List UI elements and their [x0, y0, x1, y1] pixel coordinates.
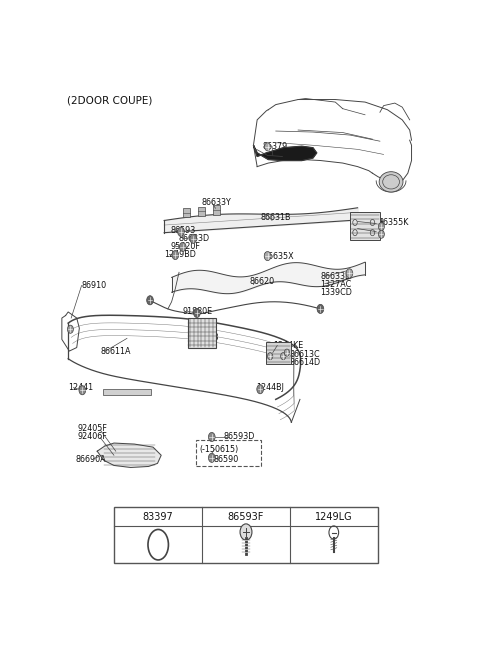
Circle shape	[281, 352, 286, 360]
Bar	[114, 507, 378, 563]
Text: 91880E: 91880E	[183, 307, 213, 316]
Bar	[196, 440, 261, 467]
Text: (-150615): (-150615)	[200, 445, 239, 453]
Text: 86593F: 86593F	[228, 512, 264, 522]
Circle shape	[180, 242, 186, 251]
Text: 95420F: 95420F	[171, 242, 201, 251]
Text: 1249LG: 1249LG	[315, 512, 353, 522]
Circle shape	[172, 250, 179, 259]
Text: 83397: 83397	[143, 512, 174, 522]
Bar	[213, 205, 220, 214]
Bar	[183, 208, 190, 217]
Text: 86633Y: 86633Y	[202, 198, 231, 207]
Circle shape	[264, 143, 271, 151]
Circle shape	[346, 269, 353, 278]
Bar	[188, 318, 216, 348]
Circle shape	[67, 325, 73, 333]
Text: 86614D: 86614D	[290, 358, 321, 367]
Circle shape	[240, 524, 252, 540]
Text: 1339CD: 1339CD	[321, 288, 352, 297]
Circle shape	[264, 251, 271, 261]
Circle shape	[190, 234, 196, 244]
Circle shape	[317, 304, 324, 313]
Text: 86631B: 86631B	[261, 213, 291, 222]
Text: 86593D: 86593D	[224, 432, 255, 442]
Bar	[198, 207, 205, 216]
Ellipse shape	[379, 172, 403, 192]
Text: 86620: 86620	[250, 277, 275, 286]
Text: 1244BJ: 1244BJ	[256, 383, 284, 392]
Text: 86593: 86593	[171, 226, 196, 235]
Text: 1327AC: 1327AC	[321, 280, 352, 289]
Text: 86641A: 86641A	[354, 218, 384, 227]
Circle shape	[208, 453, 215, 463]
Circle shape	[257, 385, 264, 394]
Text: 86690A: 86690A	[76, 455, 106, 464]
Text: 86633D: 86633D	[321, 272, 351, 281]
Text: 1244KE: 1244KE	[273, 341, 303, 350]
Polygon shape	[97, 443, 161, 467]
Text: 86590: 86590	[213, 455, 239, 464]
Text: 86910: 86910	[82, 281, 107, 290]
Circle shape	[284, 349, 289, 356]
Circle shape	[178, 227, 184, 236]
Text: 86613C: 86613C	[290, 350, 321, 359]
Text: 1249BD: 1249BD	[164, 250, 196, 259]
Circle shape	[267, 352, 273, 360]
Bar	[266, 343, 291, 364]
Text: (2DOOR COUPE): (2DOOR COUPE)	[67, 96, 152, 106]
Circle shape	[193, 308, 200, 317]
Text: 86642A: 86642A	[354, 225, 384, 234]
Text: 86379: 86379	[263, 142, 288, 150]
Text: 92406F: 92406F	[78, 432, 108, 441]
Circle shape	[378, 230, 384, 238]
Text: 92405F: 92405F	[78, 424, 108, 434]
Text: 12441: 12441	[68, 383, 93, 392]
Bar	[103, 389, 151, 395]
Circle shape	[378, 222, 384, 230]
Bar	[350, 212, 380, 240]
Text: 86635X: 86635X	[264, 251, 295, 261]
Text: 86355K: 86355K	[378, 218, 408, 227]
Polygon shape	[253, 145, 317, 160]
Circle shape	[147, 296, 154, 305]
Text: 86611A: 86611A	[100, 347, 131, 356]
Circle shape	[79, 385, 85, 395]
Text: 86633D: 86633D	[178, 234, 209, 243]
Text: 86637B: 86637B	[188, 333, 219, 342]
Circle shape	[208, 432, 215, 442]
